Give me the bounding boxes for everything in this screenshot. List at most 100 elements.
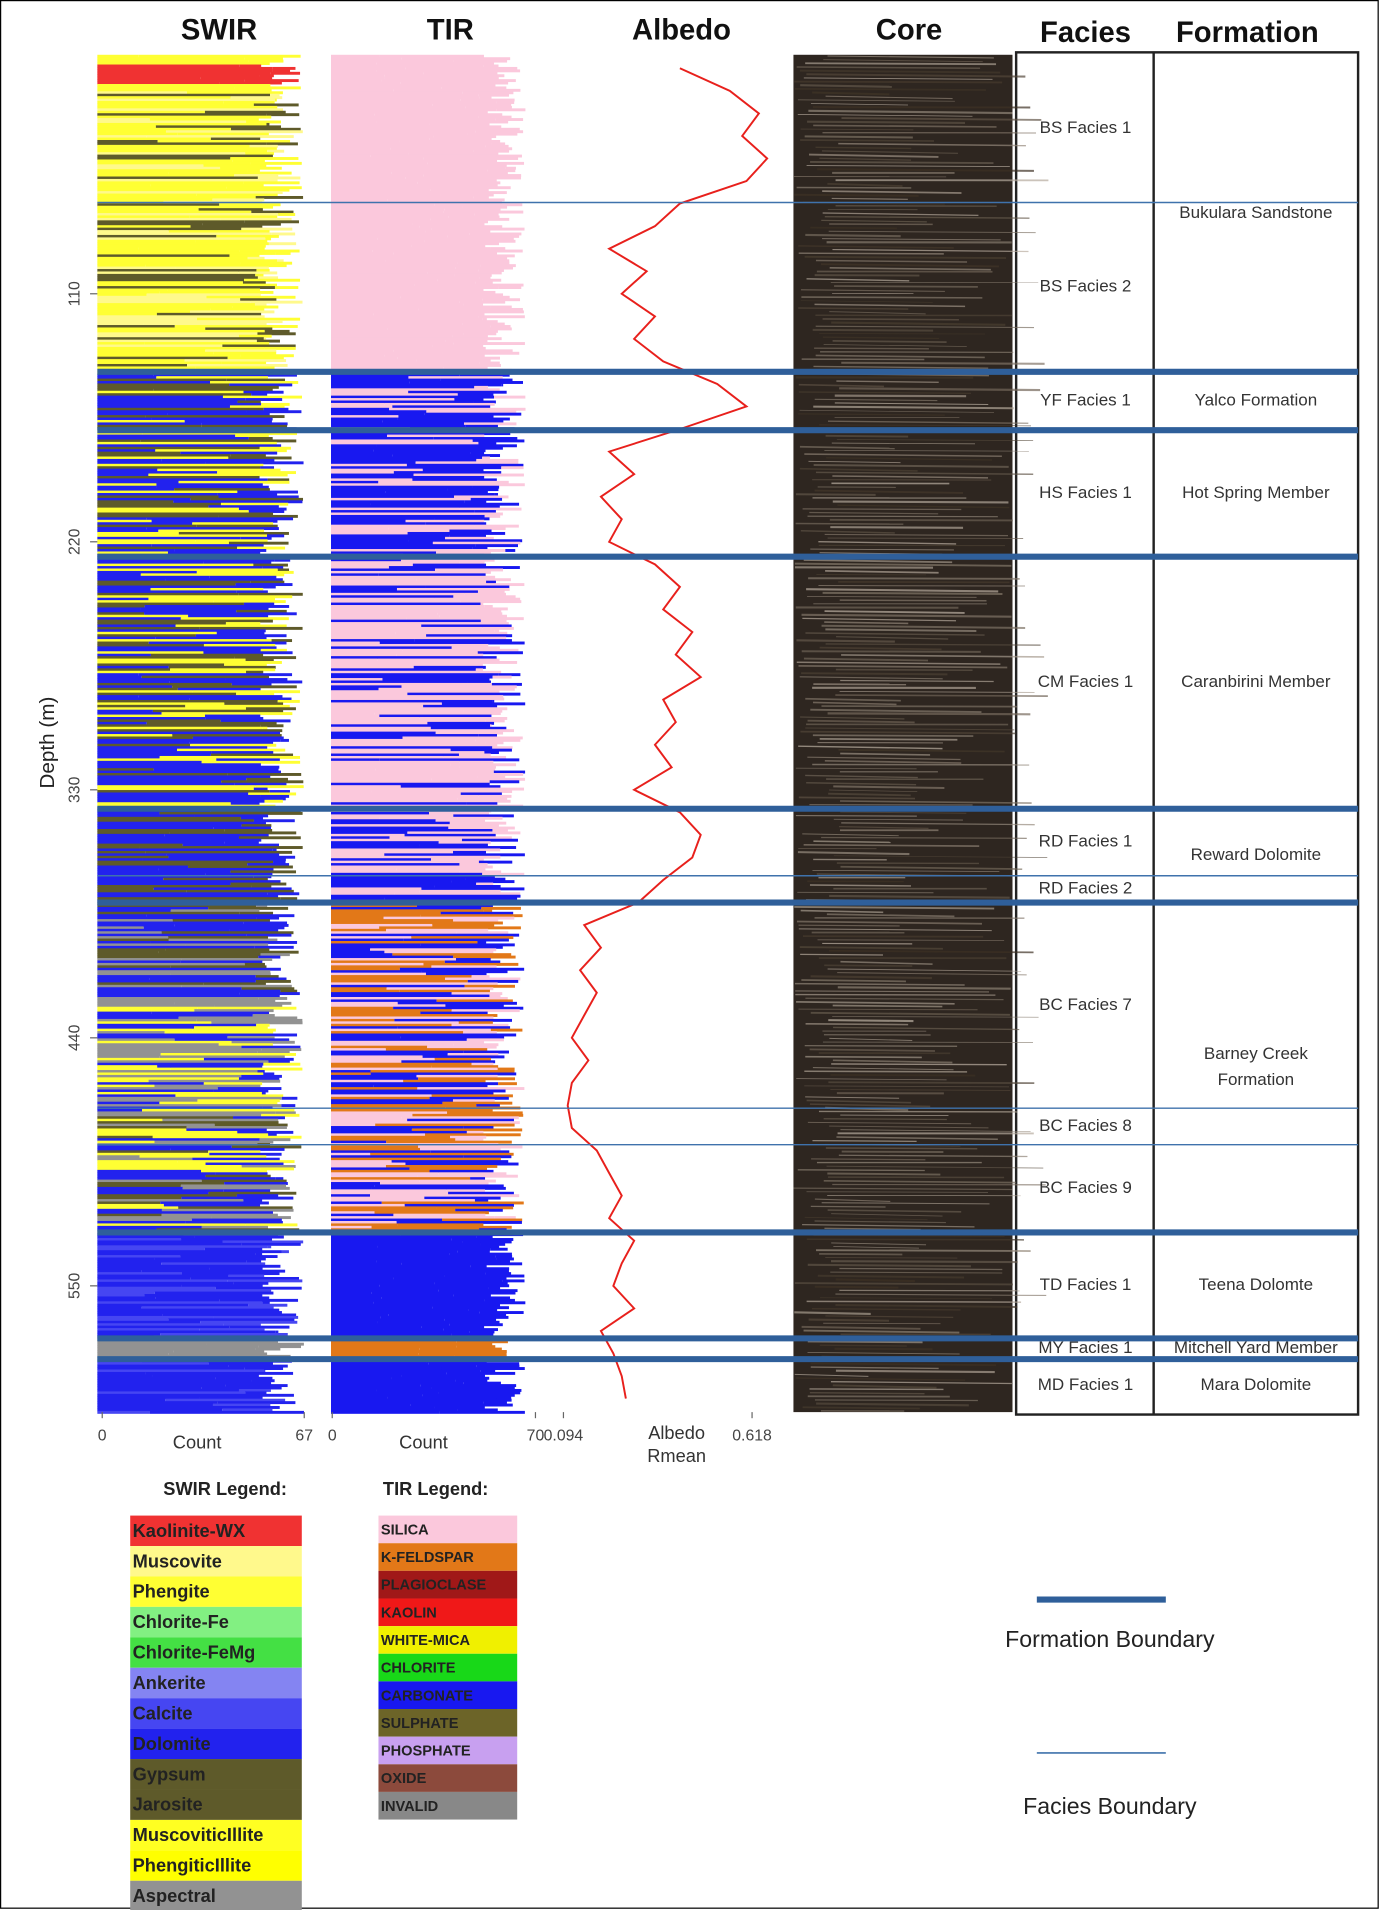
y-tick-label: 330 [67,776,84,803]
core-streak [803,509,962,510]
core-streak [820,352,1013,353]
core-streak [823,593,1003,594]
legend-label: Jarosite [133,1794,203,1815]
core-streak [799,253,944,254]
strip-row [494,396,525,399]
strip-row [270,586,276,589]
strip-row [505,191,507,194]
core-streak [813,330,933,331]
core-streak [824,1119,947,1120]
core-streak [821,838,1027,839]
strip-row [267,113,299,116]
x-axis-label: Rmean [647,1445,706,1466]
core-streak [828,1082,1034,1083]
facies-label: BS Facies 2 [1040,277,1132,296]
core-streak [812,1141,916,1142]
core-streak [840,600,987,601]
core-streak [795,995,995,996]
core-streak [808,1342,923,1343]
core-streak [821,706,1017,707]
legend-label: KAOLIN [381,1605,437,1621]
core-streak [802,651,981,652]
core-streak [835,695,1048,696]
strip-row [282,1250,289,1253]
core-streak [833,1006,943,1007]
strip-row [501,383,503,386]
legend-label: Muscovite [133,1550,222,1571]
y-axis-label: Depth (m) [36,697,59,789]
strip-row [501,466,523,469]
strip-row [478,651,523,654]
facies-label: BC Facies 7 [1039,995,1132,1014]
strip-row [269,242,296,245]
core-streak [836,670,973,671]
legend-label: CARBONATE [381,1688,473,1704]
legend-label: PHOSPHATE [381,1744,471,1760]
facies-label: TD Facies 1 [1040,1275,1132,1294]
core-streak [807,1239,1024,1240]
core-streak [796,494,876,495]
strip-row [496,108,525,111]
x-tick-label: 0.618 [732,1428,772,1445]
core-streak [834,286,978,287]
core-streak [811,1159,925,1160]
formation-label: Formation [1218,1070,1295,1089]
column-header: Facies [1040,17,1131,49]
column-header: TIR [427,14,474,46]
legend-label: Chlorite-Fe [133,1611,229,1632]
core-streak [801,673,947,674]
core-streak [803,936,983,937]
core-streak [810,885,911,886]
legend-label: SILICA [381,1522,429,1538]
core-streak [808,1265,971,1266]
boundary-legend-label: Formation Boundary [1005,1626,1215,1652]
core-streak [808,516,998,517]
core-streak [810,228,897,229]
formation-label: Teena Dolomte [1199,1275,1313,1294]
core-streak [838,987,1011,988]
core-streak [810,162,993,163]
core-streak [805,235,900,236]
strip-row [490,780,520,783]
core-streak [805,257,1006,258]
x-tick-label: 0.094 [544,1428,584,1445]
legend-label: Aspectral [133,1885,216,1906]
core-streak [814,348,929,349]
core-streak [813,735,973,736]
strip-row [498,310,524,313]
strip-row [268,1245,272,1248]
page: Drill core log {"chart_data": { "type": … [0,0,1380,1910]
core-streak [798,308,908,309]
core-streak [826,1148,977,1149]
facies-label: BS Facies 1 [1040,118,1132,137]
strip-row [493,676,512,679]
core-streak [820,739,958,740]
strip-row [331,1411,440,1414]
core-streak [805,1046,957,1047]
formation-label: Mara Dolomite [1201,1375,1312,1394]
legend-label: Dolomite [133,1733,211,1754]
strip-row [150,1411,304,1414]
legend-label: PhengiticIllite [133,1855,252,1876]
core-streak [830,1075,975,1076]
strip-row [491,1248,508,1251]
formation-label: Barney Creek [1204,1044,1309,1063]
core-streak [816,1250,1031,1251]
x-axis-label: Count [173,1432,222,1453]
strip-row [264,800,282,803]
core-streak [836,1371,995,1372]
formation-label: Yalco Formation [1195,390,1318,409]
core-streak [824,965,912,966]
core-streak [798,1170,925,1171]
x-axis-label: Count [399,1432,448,1453]
legend-label: Ankerite [133,1672,206,1693]
core-streak [806,1024,909,1025]
core-streak [800,140,934,141]
column-header: SWIR [181,14,257,46]
core-streak [830,527,963,528]
core-streak [798,1009,977,1010]
strip-row [97,1411,150,1414]
x-tick-label: 0 [328,1428,337,1445]
strip-row [281,1104,295,1107]
core-streak [831,1261,1018,1262]
